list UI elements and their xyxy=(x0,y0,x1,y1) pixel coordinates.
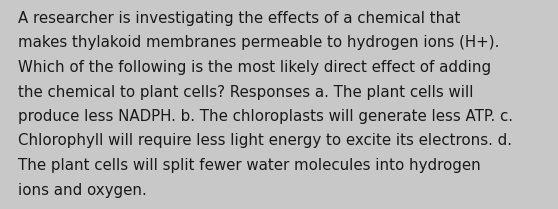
Text: makes thylakoid membranes permeable to hydrogen ions (H+).: makes thylakoid membranes permeable to h… xyxy=(18,36,499,51)
Text: A researcher is investigating the effects of a chemical that: A researcher is investigating the effect… xyxy=(18,11,460,26)
Text: Chlorophyll will require less light energy to excite its electrons. d.: Chlorophyll will require less light ener… xyxy=(18,134,512,149)
Text: The plant cells will split fewer water molecules into hydrogen: The plant cells will split fewer water m… xyxy=(18,158,481,173)
Text: produce less NADPH. b. The chloroplasts will generate less ATP. c.: produce less NADPH. b. The chloroplasts … xyxy=(18,109,513,124)
Text: the chemical to plant cells? Responses a. The plant cells will: the chemical to plant cells? Responses a… xyxy=(18,84,474,99)
Text: ions and oxygen.: ions and oxygen. xyxy=(18,182,147,198)
Text: Which of the following is the most likely direct effect of adding: Which of the following is the most likel… xyxy=(18,60,491,75)
